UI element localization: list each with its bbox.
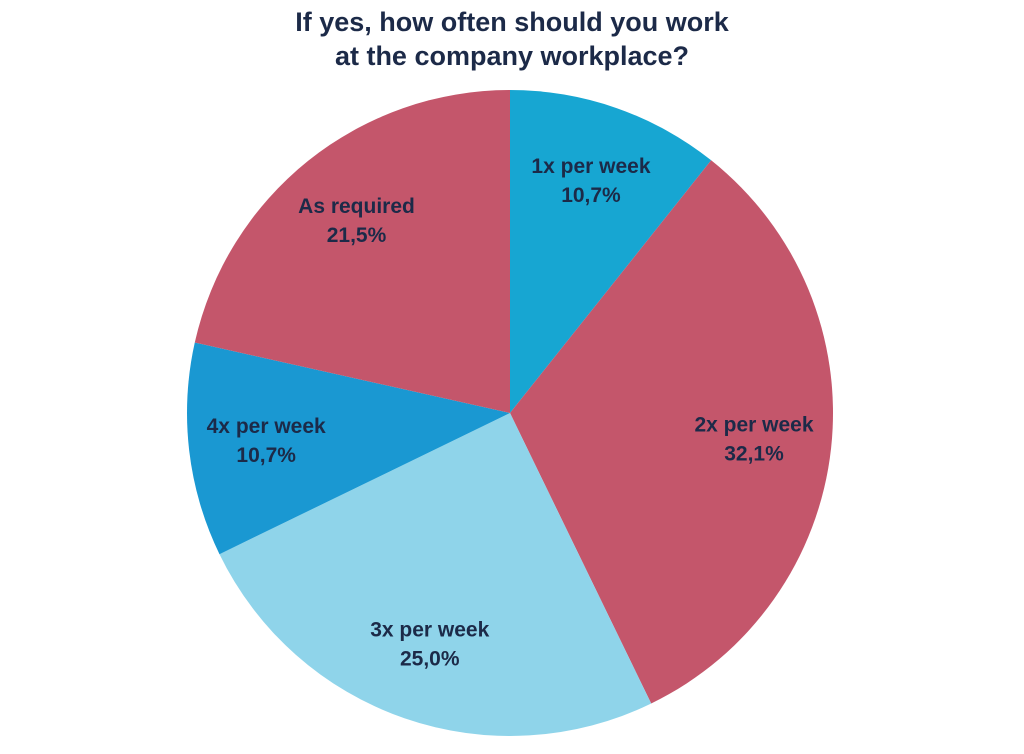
chart-title: If yes, how often should you work xyxy=(295,7,730,37)
slice-value-label: 10,7% xyxy=(236,444,296,467)
pie-slice xyxy=(194,90,511,413)
slice-label: As required xyxy=(298,195,415,218)
pie-slice xyxy=(510,160,833,704)
slice-label: 2x per week xyxy=(694,413,813,436)
pie-slice xyxy=(187,342,510,555)
pie-slice xyxy=(219,413,652,736)
chart-title: at the company workplace? xyxy=(335,41,689,71)
slice-value-label: 25,0% xyxy=(400,648,460,671)
pie-slice xyxy=(510,90,712,413)
slice-value-label: 21,5% xyxy=(327,224,387,247)
slice-label: 4x per week xyxy=(207,415,326,438)
slice-value-label: 32,1% xyxy=(724,442,784,465)
slice-value-label: 10,7% xyxy=(561,184,621,207)
slice-label: 1x per week xyxy=(531,155,650,178)
slice-label: 3x per week xyxy=(370,619,489,642)
